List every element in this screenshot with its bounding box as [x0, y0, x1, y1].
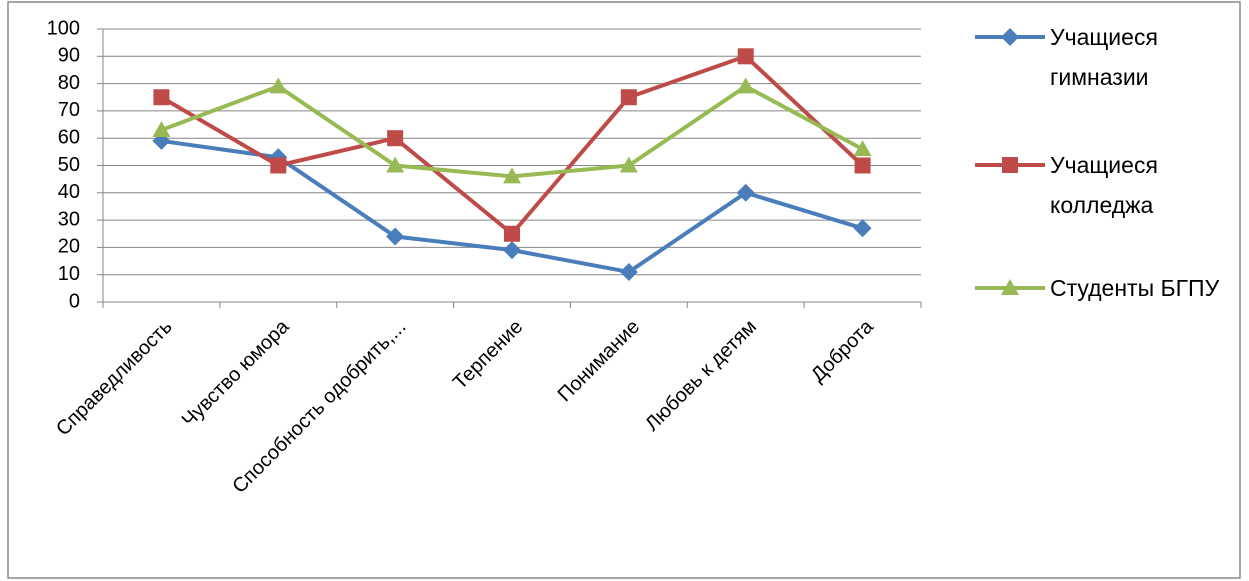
- legend-marker: [1002, 157, 1018, 173]
- marker: [153, 89, 170, 106]
- y-tick-label: 50: [58, 154, 80, 176]
- marker: [736, 183, 755, 202]
- marker: [620, 89, 637, 106]
- marker: [269, 77, 288, 94]
- marker: [853, 219, 872, 238]
- marker: [270, 157, 287, 174]
- marker: [619, 262, 638, 281]
- marker: [853, 140, 872, 157]
- y-tick-label: 60: [58, 126, 80, 148]
- marker: [504, 225, 520, 242]
- y-tick-label: 80: [58, 72, 80, 94]
- y-tick-label: 10: [58, 263, 80, 285]
- marker: [152, 121, 171, 138]
- marker: [737, 48, 754, 65]
- legend-label: Студенты БГПУ: [1050, 275, 1220, 301]
- marker: [386, 156, 405, 173]
- marker: [736, 77, 755, 94]
- marker: [386, 227, 405, 246]
- y-tick-label: 0: [69, 290, 80, 312]
- y-tick-label: 40: [58, 181, 80, 203]
- marker: [619, 156, 638, 173]
- legend-label: Учащиеся колледжа: [1050, 152, 1158, 218]
- legend-marker: [1001, 279, 1019, 295]
- y-tick-label: 70: [58, 99, 80, 121]
- marker: [854, 157, 871, 174]
- legend-marker: [1001, 28, 1019, 46]
- y-tick-label: 30: [58, 208, 80, 230]
- marker: [387, 130, 404, 147]
- y-tick-label: 20: [58, 236, 80, 258]
- legend-label: Учащиеся гимназии: [1050, 24, 1158, 90]
- y-tick-label: 90: [58, 45, 80, 67]
- marker: [503, 167, 521, 184]
- y-tick-label: 100: [47, 17, 80, 39]
- marker: [503, 241, 521, 260]
